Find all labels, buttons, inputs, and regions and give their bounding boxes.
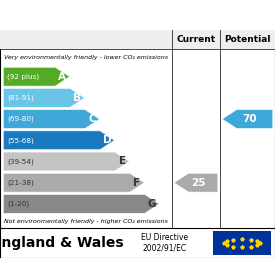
Polygon shape [3,67,70,86]
Polygon shape [174,173,218,192]
Polygon shape [3,131,114,150]
Polygon shape [3,152,129,171]
Text: (81-91): (81-91) [7,95,34,101]
Bar [0,30,275,49]
Text: EU Directive
2002/91/EC: EU Directive 2002/91/EC [141,233,189,253]
Polygon shape [3,110,100,128]
Polygon shape [3,88,84,107]
Text: Current: Current [176,35,216,44]
Text: C: C [89,114,96,124]
Text: Not environmentally friendly - higher CO₂ emissions: Not environmentally friendly - higher CO… [4,219,168,224]
Text: B: B [73,93,81,103]
Polygon shape [3,195,159,213]
Text: England & Wales: England & Wales [0,236,123,250]
Text: (92 plus): (92 plus) [7,74,40,80]
Text: (39-54): (39-54) [7,158,34,165]
Text: F: F [133,178,141,188]
Text: Potential: Potential [224,35,271,44]
Text: (55-68): (55-68) [7,137,34,143]
Text: A: A [58,72,67,82]
Text: E: E [119,156,126,166]
Text: 70: 70 [242,114,257,124]
Text: (69-80): (69-80) [7,116,34,122]
Text: 25: 25 [191,178,205,188]
Text: (21-38): (21-38) [7,179,34,186]
Text: (1-20): (1-20) [7,201,29,207]
Polygon shape [222,110,273,128]
Polygon shape [3,173,144,192]
Text: G: G [148,199,156,209]
Text: D: D [103,135,112,145]
Text: Very environmentally friendly - lower CO₂ emissions: Very environmentally friendly - lower CO… [4,55,168,60]
Bar [213,231,271,255]
Text: Environmental Impact (CO₂) Rating: Environmental Impact (CO₂) Rating [21,9,254,22]
